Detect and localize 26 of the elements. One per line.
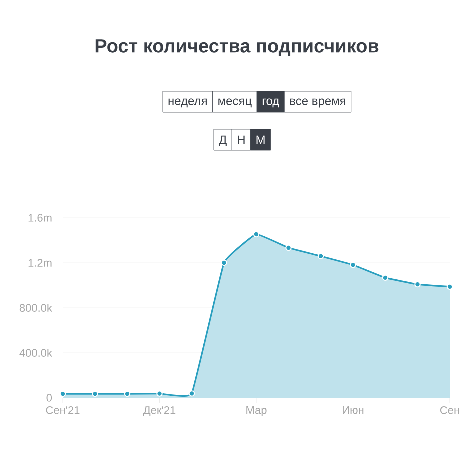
chart-title: Рост количества подписчиков <box>96 40 379 56</box>
x-tick-label: Дек'21 <box>143 406 176 416</box>
x-tick-label: Сен <box>440 406 460 414</box>
y-tick-label: 400.0k <box>20 348 52 358</box>
y-tick-label: 1.6m <box>28 214 52 222</box>
text: год <box>262 98 280 108</box>
point <box>221 260 228 266</box>
point <box>286 244 292 252</box>
point <box>188 390 196 397</box>
text: М <box>256 136 265 144</box>
x-tick-label: Сен'21 <box>46 406 80 414</box>
x-tick-label: Июн <box>343 406 364 414</box>
x-tick-label: Мар <box>246 406 267 416</box>
text: месяц <box>218 98 252 108</box>
point <box>253 231 260 238</box>
text: неделя <box>168 98 207 108</box>
y-tick-label: 800.0k <box>20 304 52 312</box>
point <box>318 253 324 260</box>
point <box>382 274 389 282</box>
text: Н <box>238 136 245 144</box>
text: Д <box>219 136 227 146</box>
y-tick-label: 0 <box>46 394 52 402</box>
point <box>446 284 454 290</box>
y-tick-label: 1.2m <box>28 259 52 267</box>
point <box>350 262 356 268</box>
text: все время <box>290 98 346 108</box>
